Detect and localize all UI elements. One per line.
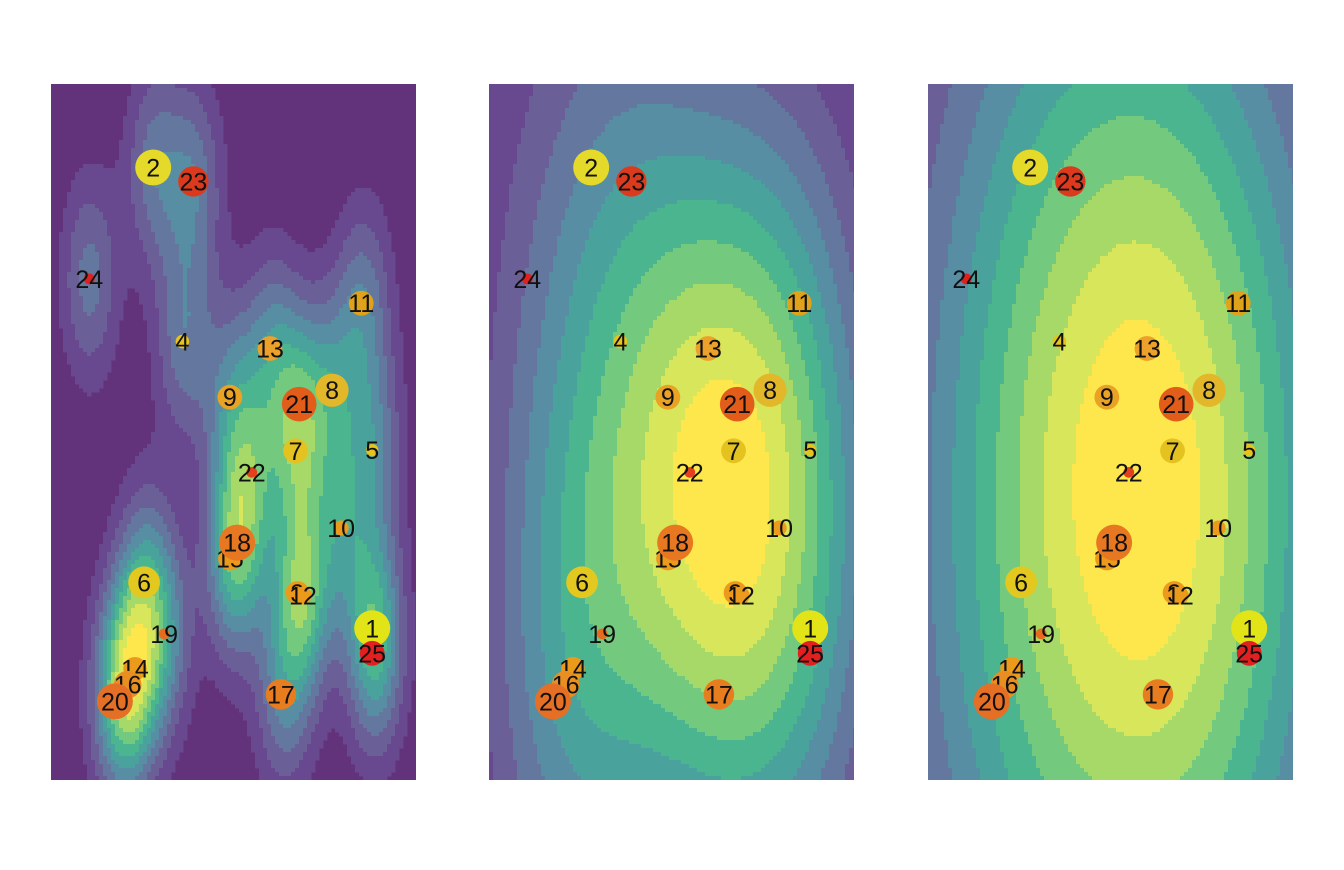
panel-medium-bandwidth: 1234567891011121314151617181920212223242…: [489, 84, 858, 781]
point-label-6: 6: [575, 569, 589, 597]
point-label-12: 12: [289, 583, 317, 611]
point-label-5: 5: [803, 437, 817, 465]
point-label-6: 6: [137, 569, 151, 597]
point-label-18: 18: [1100, 530, 1128, 558]
point-label-19: 19: [150, 621, 178, 649]
point-label-7: 7: [1166, 438, 1180, 466]
point-label-13: 13: [1133, 335, 1161, 363]
point-label-5: 5: [1242, 437, 1256, 465]
panel-small-bandwidth: 1234567891011121314151617181920212223242…: [51, 84, 416, 781]
point-label-24: 24: [952, 266, 980, 294]
point-label-4: 4: [175, 329, 189, 357]
density-contour-fill: [928, 84, 1297, 781]
point-label-23: 23: [1056, 168, 1084, 196]
point-label-18: 18: [661, 530, 689, 558]
point-label-23: 23: [617, 168, 645, 196]
point-label-21: 21: [285, 391, 313, 419]
point-label-24: 24: [513, 266, 541, 294]
point-label-7: 7: [727, 438, 741, 466]
point-label-17: 17: [267, 681, 295, 709]
point-label-22: 22: [676, 459, 704, 487]
point-label-11: 11: [348, 290, 374, 318]
point-label-25: 25: [358, 640, 386, 668]
point-label-4: 4: [613, 329, 627, 357]
density-contour-fill: [489, 84, 858, 781]
point-label-9: 9: [1100, 384, 1114, 412]
point-label-20: 20: [539, 688, 567, 716]
point-label-12: 12: [727, 583, 755, 611]
point-label-17: 17: [705, 681, 733, 709]
point-label-18: 18: [223, 530, 251, 558]
point-label-2: 2: [584, 155, 598, 183]
point-label-24: 24: [75, 266, 103, 294]
point-label-25: 25: [796, 640, 824, 668]
point-label-13: 13: [694, 335, 722, 363]
point-label-25: 25: [1235, 640, 1263, 668]
point-label-21: 21: [1162, 391, 1190, 419]
point-label-11: 11: [1225, 290, 1251, 318]
point-label-9: 9: [223, 384, 237, 412]
point-label-11: 11: [786, 290, 812, 318]
point-label-8: 8: [1202, 377, 1216, 405]
point-label-13: 13: [256, 335, 284, 363]
panel-large-bandwidth: 1234567891011121314151617181920212223242…: [928, 84, 1297, 781]
point-label-23: 23: [179, 168, 207, 196]
point-label-12: 12: [1166, 583, 1194, 611]
point-label-7: 7: [289, 438, 303, 466]
point-label-20: 20: [978, 688, 1006, 716]
point-label-1: 1: [1242, 615, 1256, 643]
point-label-8: 8: [325, 377, 339, 405]
point-label-17: 17: [1144, 681, 1172, 709]
point-label-20: 20: [101, 688, 129, 716]
point-label-10: 10: [765, 515, 793, 543]
point-label-2: 2: [1023, 155, 1037, 183]
point-label-2: 2: [146, 155, 160, 183]
point-label-22: 22: [1115, 459, 1143, 487]
point-label-5: 5: [365, 437, 379, 465]
point-label-1: 1: [803, 615, 817, 643]
point-label-19: 19: [1027, 621, 1055, 649]
point-label-8: 8: [763, 377, 777, 405]
point-label-21: 21: [723, 391, 751, 419]
point-label-10: 10: [1204, 515, 1232, 543]
point-label-22: 22: [238, 459, 266, 487]
point-label-4: 4: [1052, 329, 1066, 357]
point-label-9: 9: [661, 384, 675, 412]
point-label-10: 10: [327, 515, 355, 543]
point-label-1: 1: [365, 615, 379, 643]
point-label-6: 6: [1014, 569, 1028, 597]
point-label-19: 19: [588, 621, 616, 649]
